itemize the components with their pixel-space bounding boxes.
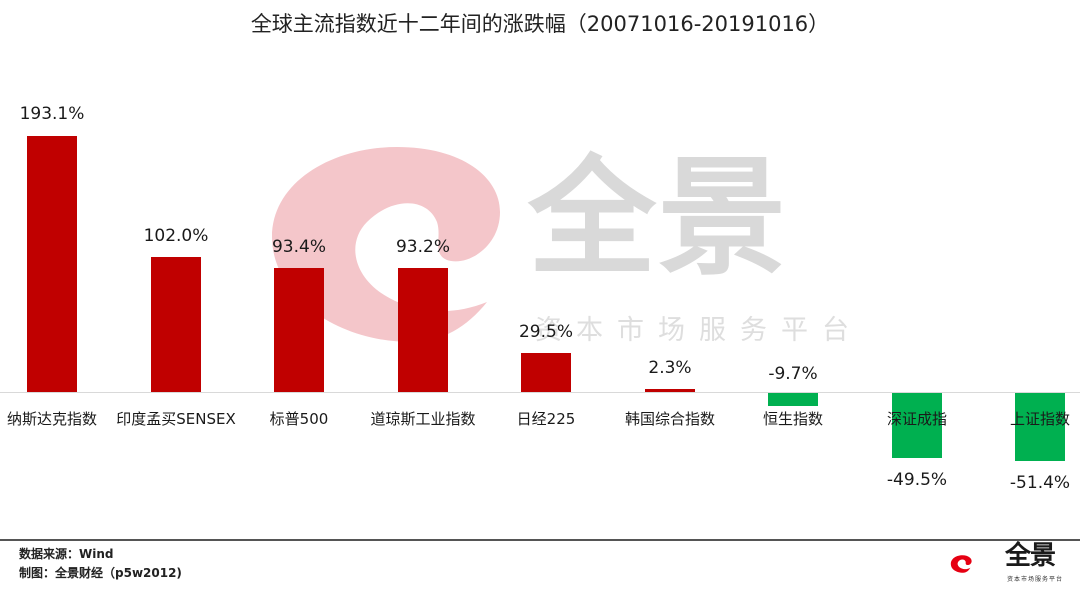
data-source: 数据来源：Wind — [19, 547, 114, 561]
bar-szse-component — [892, 393, 942, 458]
category-label: 上证指数 — [1009, 410, 1070, 428]
category-label: 深证成指 — [886, 410, 947, 428]
category-label: 标普500 — [269, 410, 329, 428]
category-label: 道琼斯工业指数 — [370, 410, 476, 428]
brand-logo-c-icon — [950, 555, 972, 573]
bar-sse-composite — [1015, 393, 1065, 461]
value-label: -49.5% — [886, 470, 948, 490]
brand-logo-tagline: 资本市场服务平台 — [1007, 576, 1064, 583]
bar-nikkei225 — [521, 353, 571, 392]
brand-logo-text: 全景 — [1005, 541, 1056, 571]
bar-hang-seng — [768, 393, 818, 406]
zero-axis-line — [0, 392, 1080, 393]
bar-sp500 — [274, 268, 324, 392]
category-label: 日经225 — [516, 410, 576, 428]
value-label: 29.5% — [518, 322, 573, 342]
value-label: -9.7% — [768, 364, 818, 384]
value-label: 93.4% — [271, 237, 326, 257]
chart-credit: 制图：全景财经（p5w2012) — [19, 566, 182, 580]
value-label: -51.4% — [1009, 473, 1071, 493]
watermark-c-logo-icon — [272, 147, 500, 342]
bar-nasdaq — [27, 136, 77, 392]
bar-dow-jones — [398, 268, 448, 392]
watermark-brand: 全景 — [528, 144, 789, 293]
value-label: 193.1% — [19, 104, 85, 124]
bar-sensex — [151, 257, 201, 392]
category-label: 韩国综合指数 — [624, 410, 715, 428]
value-label: 93.2% — [395, 237, 450, 257]
category-label: 纳斯达克指数 — [6, 410, 97, 428]
category-label: 恒生指数 — [762, 410, 823, 428]
footer-divider — [0, 539, 1080, 541]
watermark-tagline: 资本市场服务平台 — [535, 315, 863, 346]
value-label: 2.3% — [648, 358, 692, 378]
category-label: 印度孟买SENSEX — [116, 410, 236, 428]
footer-notes: 数据来源：Wind 制图：全景财经（p5w2012) — [19, 545, 182, 583]
value-label: 102.0% — [143, 226, 209, 246]
chart-title: 全球主流指数近十二年间的涨跌幅（20071016-20191016） — [250, 12, 830, 36]
bar-kospi — [645, 389, 695, 392]
